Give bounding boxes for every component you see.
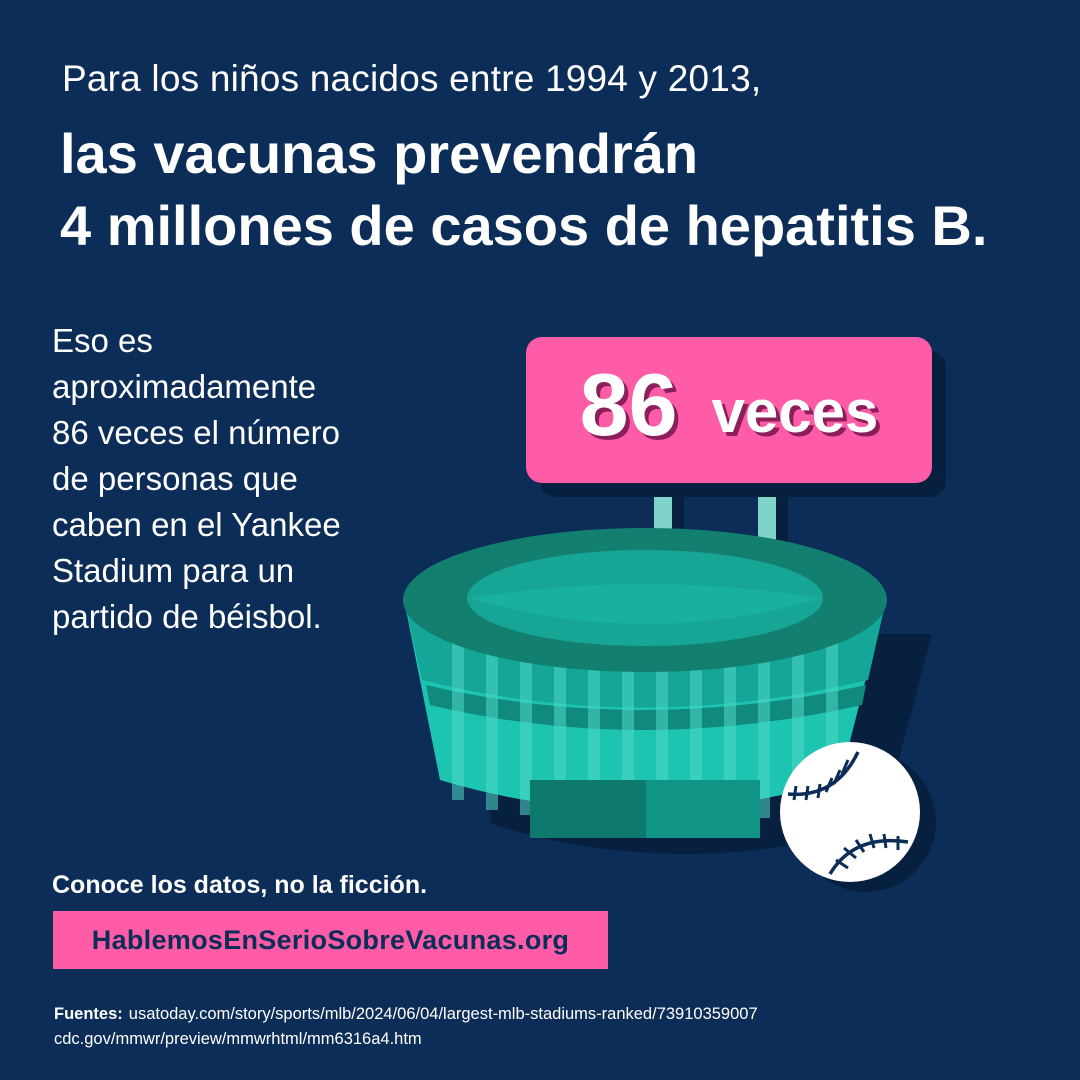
source-link[interactable]: cdc.gov/mmwr/preview/mmwrhtml/mm6316a4.h… <box>54 1030 422 1048</box>
scoreboard-number: 86 <box>579 355 678 454</box>
sources-label: Fuentes: <box>54 1005 123 1023</box>
comparison-line: aproximadamente <box>52 368 317 405</box>
baseball-icon <box>778 742 948 897</box>
tagline: Conoce los datos, no la ficción. <box>52 871 428 899</box>
stadium-icon <box>390 480 950 905</box>
website-link[interactable]: HablemosEnSerioSobreVacunas.org <box>53 911 608 969</box>
comparison-line: de personas que <box>52 460 298 497</box>
sources: Fuentes: usatoday.com/story/sports/mlb/20… <box>54 1002 758 1052</box>
headline: las vacunas prevendrán 4 millones de cas… <box>60 118 987 262</box>
comparison-line: 86 veces el número <box>52 414 340 451</box>
headline-line-1: las vacunas prevendrán <box>60 122 699 185</box>
comparison-text: Eso es aproximadamente 86 veces el númer… <box>52 318 382 640</box>
comparison-line: caben en el Yankee <box>52 506 341 543</box>
comparison-line: Stadium para un <box>52 552 295 589</box>
intro-text: Para los niños nacidos entre 1994 y 2013… <box>62 58 762 99</box>
comparison-line: partido de béisbol. <box>52 598 322 635</box>
source-link[interactable]: usatoday.com/story/sports/mlb/2024/06/04… <box>128 1005 758 1023</box>
headline-line-2: 4 millones de casos de hepatitis B. <box>60 194 988 257</box>
scoreboard: 86 veces <box>526 337 932 483</box>
comparison-line: Eso es <box>52 322 153 359</box>
scoreboard-word: veces <box>711 377 879 445</box>
